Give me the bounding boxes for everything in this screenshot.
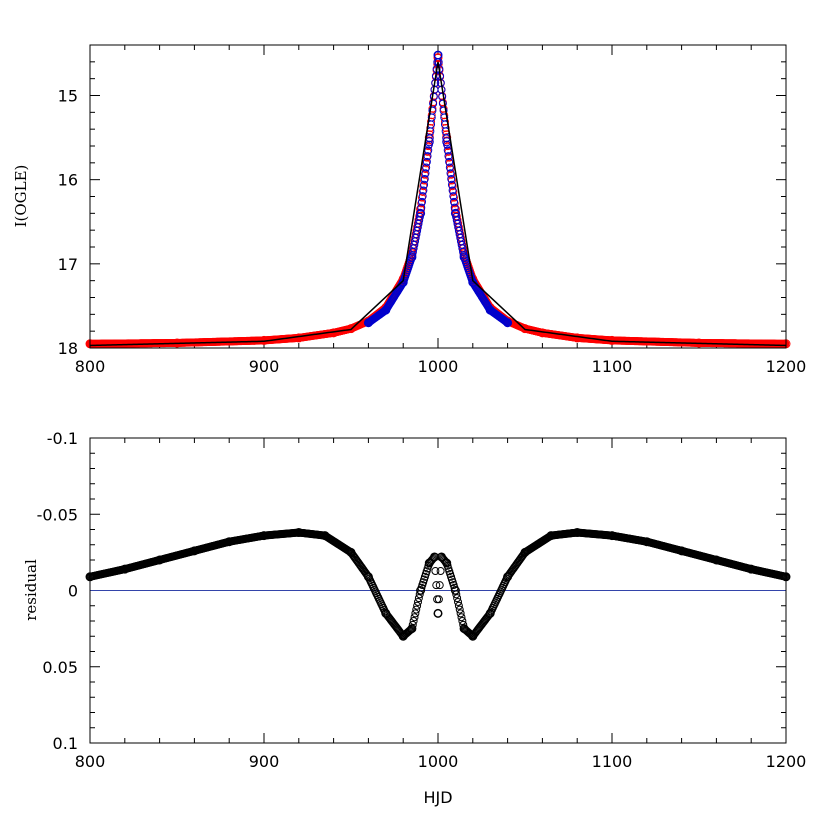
- light-curve-model-line: [89, 61, 787, 347]
- residual-point: [413, 601, 422, 610]
- residual-xtick-label: 900: [249, 752, 280, 771]
- residual-point: [432, 581, 441, 590]
- light-curve-point: [422, 157, 431, 166]
- light-curve-point: [421, 169, 430, 178]
- residual-point: [451, 586, 460, 595]
- residual-point: [410, 613, 419, 622]
- residual-point: [411, 609, 420, 618]
- residual-ytick-label: -0.1: [47, 429, 78, 448]
- residual-point: [454, 601, 463, 610]
- residual-point: [431, 567, 440, 576]
- light-curve-point: [415, 212, 424, 221]
- light-curve-point: [420, 174, 429, 183]
- residual-point: [428, 554, 437, 563]
- light-curve-point: [440, 111, 449, 120]
- residual-point: [414, 594, 423, 603]
- light-curve-ytick-label: 15: [58, 87, 78, 106]
- residual-xtick-label: 1200: [766, 752, 807, 771]
- light-curve-point: [443, 146, 452, 155]
- light-curve-point: [447, 174, 456, 183]
- residual-point: [409, 617, 418, 625]
- light-curve-point: [447, 180, 456, 189]
- residual-ytick-label: 0.05: [42, 658, 78, 677]
- light-curve-xtick-label: 800: [75, 357, 106, 376]
- light-curve-point: [427, 111, 436, 120]
- light-curve-point: [423, 152, 432, 161]
- light-curve-xtick-label: 1100: [592, 357, 633, 376]
- residual-point: [435, 581, 444, 590]
- light-curve-xtick-label: 900: [249, 357, 280, 376]
- residual-point: [453, 594, 462, 603]
- light-curve-frame: [89, 44, 787, 349]
- residual-point: [412, 605, 421, 614]
- light-curve-point: [440, 117, 449, 126]
- light-curve-point: [503, 318, 512, 327]
- residual-frame: [89, 437, 787, 744]
- light-curve-point: [427, 117, 436, 126]
- light-curve-point: [781, 339, 790, 348]
- light-curve-point: [444, 152, 453, 161]
- light-curve-panel: 800 900 1000 1100 1200 15 16 17 18 I(OGLE): [12, 44, 807, 377]
- residual-xtick-label: 1000: [418, 752, 459, 771]
- light-curve-xtick-label: 1000: [418, 357, 459, 376]
- residual-data: [85, 528, 791, 641]
- light-curve-point: [448, 186, 457, 195]
- light-curve-point: [450, 203, 459, 212]
- light-curve-point: [445, 163, 454, 172]
- residual-ytick-label: 0: [68, 582, 78, 601]
- light-curve-point: [424, 146, 433, 155]
- residual-point: [436, 567, 445, 576]
- light-curve-point: [446, 169, 455, 178]
- residual-ylabel: residual: [22, 559, 40, 621]
- light-curve-point: [418, 192, 427, 201]
- residual-series: [85, 528, 791, 641]
- residual-point: [457, 613, 466, 622]
- light-curve-ytick-label: 17: [58, 255, 78, 274]
- light-curve-point: [419, 186, 428, 195]
- residual-point: [458, 617, 467, 625]
- residual-point: [429, 553, 438, 562]
- residual-xtick-label: 1100: [592, 752, 633, 771]
- light-curve-series: [89, 61, 787, 347]
- residual-point: [452, 590, 461, 599]
- residual-point: [484, 611, 493, 620]
- light-curve-ylabel: I(OGLE): [12, 165, 30, 228]
- light-curve-tick-labels: 800 900 1000 1100 1200 15 16 17 18: [58, 87, 807, 377]
- light-curve-xtick-label: 1200: [766, 357, 807, 376]
- light-curve-point: [445, 157, 454, 166]
- light-curve-point: [422, 163, 431, 172]
- light-curve-point: [416, 209, 425, 218]
- residual-point: [413, 597, 422, 606]
- light-curve-point: [417, 197, 426, 206]
- light-curve-series: [85, 53, 791, 349]
- light-curve-ytick-label: 18: [58, 339, 78, 358]
- light-curve-point: [417, 203, 426, 212]
- residual-point: [455, 605, 464, 614]
- light-curve-point: [420, 180, 429, 189]
- residual-ytick-label: 0.1: [53, 734, 78, 753]
- residual-point: [405, 626, 414, 635]
- residual-tick-labels: 800 900 1000 1100 1200 -0.1 -0.05 0 0.05 0.1: [37, 429, 807, 771]
- residual-point: [407, 624, 416, 633]
- light-curve-data: [85, 50, 791, 349]
- residual-point: [407, 625, 416, 634]
- residual-point: [440, 557, 449, 566]
- light-curve-series: [363, 50, 513, 328]
- residual-point: [434, 595, 443, 604]
- residual-point: [456, 609, 465, 618]
- residual-xlabel: HJD: [423, 788, 452, 807]
- residual-xtick-label: 800: [75, 752, 106, 771]
- residual-point: [434, 609, 442, 618]
- residual-panel: 800 900 1000 1100 1200 -0.1 -0.05 0 0.05 0.1 resi…: [22, 429, 806, 807]
- light-curve-point: [459, 247, 468, 256]
- residual-ytick-label: -0.05: [37, 505, 78, 524]
- light-curve-point: [449, 192, 458, 201]
- residual-point: [408, 620, 417, 629]
- light-curve-ytick-label: 16: [58, 171, 78, 190]
- residual-point: [454, 597, 463, 606]
- light-curve-point: [450, 197, 459, 206]
- residual-point: [362, 570, 371, 579]
